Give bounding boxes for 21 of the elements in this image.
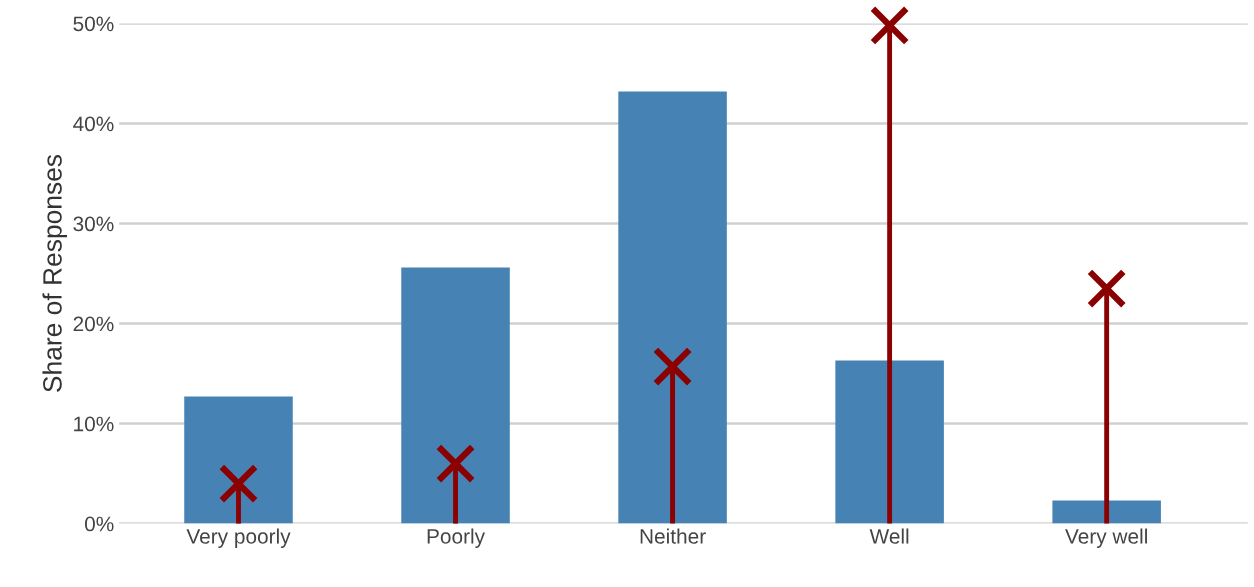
y-tick-label: 30% <box>73 216 114 232</box>
point <box>218 463 259 504</box>
bar <box>401 267 510 524</box>
x-tick-label: Neither <box>640 528 706 544</box>
y-tick-label: 10% <box>74 416 114 432</box>
y-tick-label: 50% <box>73 16 114 32</box>
y-axis-title: Share of Responses <box>42 154 68 392</box>
y-tick-label: 40% <box>73 116 114 132</box>
x-tick-label: Very poorly <box>186 528 291 548</box>
bar <box>1052 500 1161 524</box>
bar <box>618 91 727 524</box>
point <box>869 5 910 46</box>
x-tick-label: Well <box>869 528 909 544</box>
y-tick-label: 20% <box>73 316 114 332</box>
x-tick-label: Poorly <box>427 528 486 548</box>
point <box>435 443 476 484</box>
point <box>1086 268 1127 309</box>
bar <box>184 396 293 524</box>
y-tick-label: 0% <box>84 516 114 532</box>
x-tick-label: Very well <box>1065 528 1147 548</box>
point <box>652 346 693 387</box>
